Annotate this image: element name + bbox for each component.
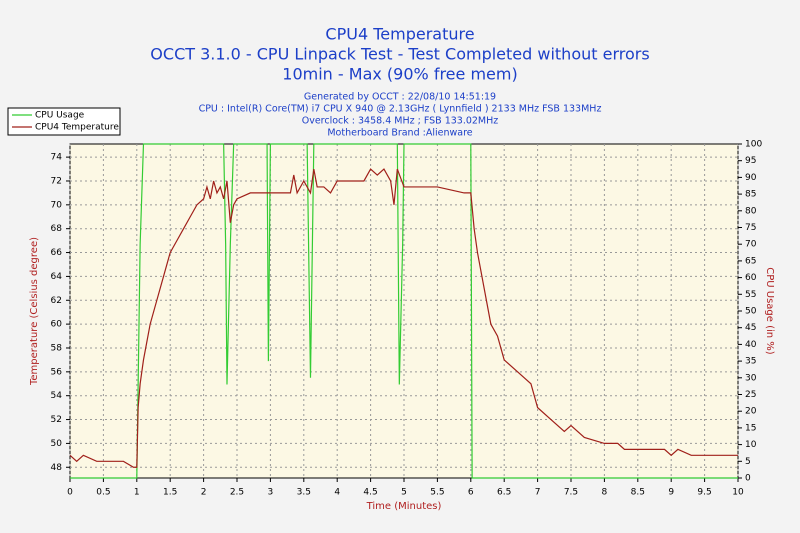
- y2-tick-label: 90: [745, 173, 757, 183]
- chart-title-line: 10min - Max (90% free mem): [282, 65, 517, 84]
- x-tick-label: 7: [535, 488, 541, 498]
- subtitle: Overclock : 3458.4 MHz ; FSB 133.02MHz: [302, 116, 499, 127]
- x-tick-label: 1.5: [163, 488, 177, 498]
- y-tick-label: 58: [51, 343, 63, 353]
- chart-title: CPU4 Temperature: [325, 25, 474, 44]
- y2-tick-label: 10: [745, 440, 757, 450]
- subtitle: CPU : Intel(R) Core(TM) i7 CPU X 940 @ 2…: [199, 104, 602, 115]
- y2-tick-label: 15: [745, 423, 756, 433]
- y2-tick-label: 45: [745, 323, 756, 333]
- x-tick-label: 0.5: [96, 488, 110, 498]
- y2-tick-label: 70: [745, 240, 757, 250]
- y-tick-label: 68: [51, 224, 63, 234]
- y-tick-label: 64: [51, 272, 63, 282]
- x-tick-label: 7.5: [564, 488, 578, 498]
- x-tick-label: 2.5: [230, 488, 244, 498]
- y2-tick-label: 60: [745, 273, 757, 283]
- x-tick-label: 1: [134, 488, 140, 498]
- series-line: [70, 143, 738, 479]
- y-tick-label: 66: [51, 248, 63, 258]
- y-tick-label: 72: [51, 176, 62, 186]
- y2-tick-label: 85: [745, 190, 756, 200]
- y2-tick-label: 30: [745, 373, 757, 383]
- y2-tick-label: 20: [745, 407, 757, 417]
- legend-box: [7, 107, 121, 136]
- y-tick-label: 48: [51, 463, 63, 473]
- x-tick-label: 6: [468, 488, 474, 498]
- y2-tick-label: 80: [745, 206, 757, 216]
- x-tick-label: 0: [67, 488, 73, 498]
- x-tick-label: 5: [401, 488, 407, 498]
- subtitle: Motherboard Brand :Alienware: [327, 128, 472, 139]
- x-tick-label: 4.5: [363, 488, 377, 498]
- x-tick-label: 6.5: [497, 488, 511, 498]
- y2-axis-label: CPU Usage (in %): [764, 267, 775, 355]
- y-tick-label: 74: [51, 153, 63, 163]
- y2-tick-label: 0: [745, 474, 751, 484]
- y2-tick-label: 65: [745, 256, 756, 266]
- x-tick-label: 9.5: [697, 488, 711, 498]
- y2-tick-label: 5: [745, 457, 751, 467]
- y2-tick-label: 35: [745, 357, 756, 367]
- y2-tick-label: 55: [745, 290, 756, 300]
- x-tick-label: 5.5: [430, 488, 444, 498]
- y2-tick-label: 40: [745, 340, 757, 350]
- y2-tick-label: 75: [745, 223, 756, 233]
- y-tick-label: 62: [51, 296, 62, 306]
- y-tick-label: 50: [51, 439, 63, 449]
- y2-tick-label: 50: [745, 307, 757, 317]
- y-axis-label: Temperature (Celsius degree): [29, 237, 40, 386]
- y2-tick-label: 100: [745, 140, 762, 150]
- y-tick-label: 56: [51, 367, 63, 377]
- x-tick-label: 8: [602, 488, 608, 498]
- y2-tick-label: 95: [745, 156, 756, 166]
- y2-tick-label: 25: [745, 390, 756, 400]
- y-tick-label: 60: [51, 320, 63, 330]
- x-tick-label: 4: [334, 488, 340, 498]
- x-axis-label: Time (Minutes): [366, 501, 442, 512]
- x-tick-label: 8.5: [631, 488, 645, 498]
- y-tick-label: 54: [51, 391, 63, 401]
- x-tick-label: 2: [201, 488, 207, 498]
- series-line: [69, 168, 738, 468]
- chart-title-line: OCCT 3.1.0 - CPU Linpack Test - Test Com…: [150, 45, 649, 64]
- legend-label: CPU Usage: [35, 111, 85, 121]
- y-tick-label: 52: [51, 415, 62, 425]
- x-tick-label: 3: [268, 488, 274, 498]
- y-tick-label: 70: [51, 200, 63, 210]
- x-tick-label: 10: [732, 488, 744, 498]
- x-tick-label: 3.5: [297, 488, 311, 498]
- legend-label: CPU4 Temperature: [35, 123, 119, 133]
- subtitle: Generated by OCCT : 22/08/10 14:51:19: [304, 92, 496, 103]
- x-tick-label: 9: [668, 488, 674, 498]
